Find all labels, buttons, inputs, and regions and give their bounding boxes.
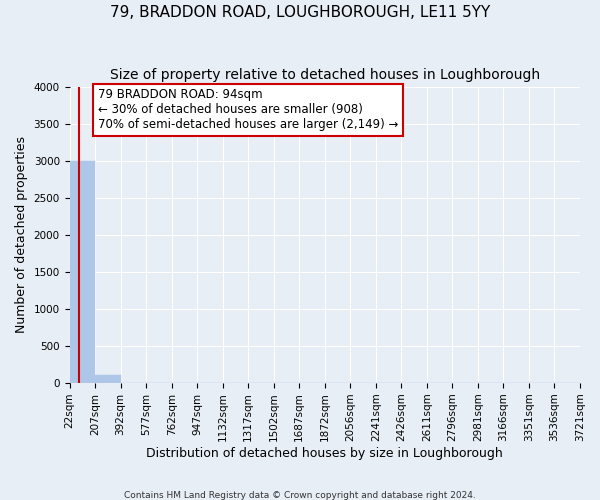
Text: Contains HM Land Registry data © Crown copyright and database right 2024.: Contains HM Land Registry data © Crown c… xyxy=(124,490,476,500)
Bar xyxy=(95,375,121,383)
Bar xyxy=(70,161,95,383)
Y-axis label: Number of detached properties: Number of detached properties xyxy=(15,136,28,334)
Title: Size of property relative to detached houses in Loughborough: Size of property relative to detached ho… xyxy=(110,68,540,82)
Text: 79 BRADDON ROAD: 94sqm
← 30% of detached houses are smaller (908)
70% of semi-de: 79 BRADDON ROAD: 94sqm ← 30% of detached… xyxy=(98,88,398,132)
Text: 79, BRADDON ROAD, LOUGHBOROUGH, LE11 5YY: 79, BRADDON ROAD, LOUGHBOROUGH, LE11 5YY xyxy=(110,5,490,20)
X-axis label: Distribution of detached houses by size in Loughborough: Distribution of detached houses by size … xyxy=(146,447,503,460)
